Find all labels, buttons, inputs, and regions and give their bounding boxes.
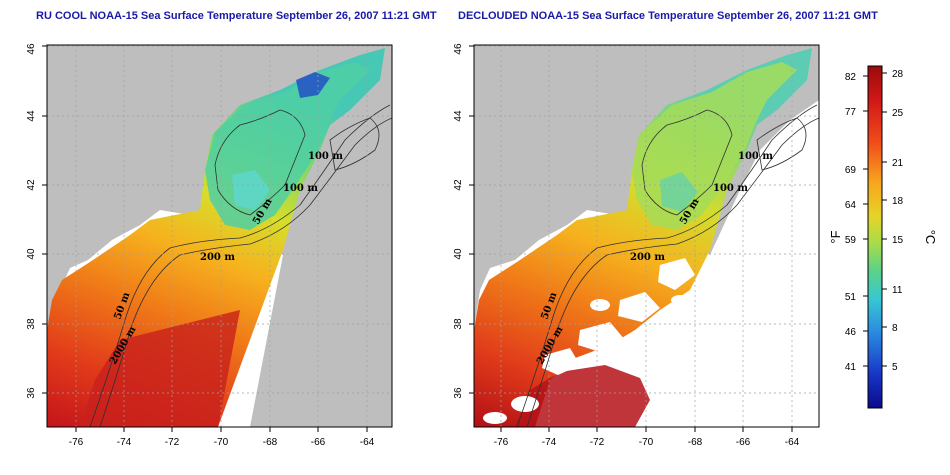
celsius-tick-label: 18 bbox=[892, 196, 904, 207]
contour-label: 100 m bbox=[713, 183, 748, 194]
x-tick-label: -64 bbox=[360, 437, 375, 448]
y-tick-label: 44 bbox=[453, 110, 464, 122]
y-tick-label: 46 bbox=[453, 43, 464, 55]
fahrenheit-tick-label: 41 bbox=[845, 362, 857, 373]
left-sst-map: 100 m 100 m 50 m 200 m 50 m 2000 m 36 38… bbox=[26, 43, 393, 448]
x-tick-label: -66 bbox=[736, 437, 751, 448]
fahrenheit-unit-label: °F bbox=[828, 230, 843, 243]
y-tick-label: 42 bbox=[26, 179, 37, 191]
contour-label: 100 m bbox=[283, 183, 318, 194]
x-tick-label: -68 bbox=[263, 437, 278, 448]
celsius-tick-label: 11 bbox=[892, 285, 903, 296]
left-map-title: RU COOL NOAA-15 Sea Surface Temperature … bbox=[36, 10, 437, 22]
colorbar-gradient bbox=[867, 65, 883, 409]
y-tick-label: 36 bbox=[453, 387, 464, 399]
right-map-title: DECLOUDED NOAA-15 Sea Surface Temperatur… bbox=[458, 10, 878, 22]
map-frame bbox=[46, 44, 393, 428]
x-tick-label: -74 bbox=[542, 437, 557, 448]
y-axis: 36 38 40 42 44 46 bbox=[453, 43, 474, 399]
celsius-unit-label: °C bbox=[923, 230, 938, 245]
x-axis: -76 -74 -72 -70 -68 -66 -64 bbox=[69, 427, 375, 448]
x-tick-label: -72 bbox=[165, 437, 180, 448]
x-tick-label: -70 bbox=[214, 437, 229, 448]
temperature-colorbar: 82 77 69 64 59 51 46 41 °F 28 25 21 18 1… bbox=[828, 65, 938, 409]
celsius-tick-label: 8 bbox=[892, 323, 898, 334]
y-tick-label: 46 bbox=[26, 43, 37, 55]
fahrenheit-tick-label: 46 bbox=[845, 327, 857, 338]
celsius-tick-label: 21 bbox=[892, 158, 904, 169]
contour-label: 100 m bbox=[308, 151, 343, 162]
x-axis: -76 -74 -72 -70 -68 -66 -64 bbox=[494, 427, 800, 448]
x-tick-label: -64 bbox=[785, 437, 800, 448]
x-tick-label: -74 bbox=[117, 437, 132, 448]
fahrenheit-tick-label: 82 bbox=[845, 72, 857, 83]
contour-label: 200 m bbox=[630, 252, 665, 263]
y-tick-label: 38 bbox=[26, 318, 37, 330]
celsius-scale: 28 25 21 18 15 11 8 5 °C bbox=[882, 69, 938, 373]
y-tick-label: 36 bbox=[26, 387, 37, 399]
fahrenheit-tick-label: 51 bbox=[845, 292, 857, 303]
contour-label: 100 m bbox=[738, 151, 773, 162]
y-tick-label: 42 bbox=[453, 179, 464, 191]
fahrenheit-tick-label: 59 bbox=[845, 235, 857, 246]
y-tick-label: 38 bbox=[453, 318, 464, 330]
contour-label: 200 m bbox=[200, 252, 235, 263]
fahrenheit-tick-label: 77 bbox=[845, 107, 857, 118]
celsius-tick-label: 15 bbox=[892, 235, 904, 246]
x-tick-label: -76 bbox=[69, 437, 84, 448]
celsius-tick-label: 25 bbox=[892, 108, 904, 119]
fahrenheit-tick-label: 69 bbox=[845, 165, 857, 176]
fahrenheit-scale: 82 77 69 64 59 51 46 41 °F bbox=[828, 72, 868, 373]
y-tick-label: 40 bbox=[26, 248, 37, 260]
right-sst-map: 100 m 100 m 50 m 200 m 50 m 2000 m 36 38… bbox=[453, 43, 820, 448]
y-tick-label: 40 bbox=[453, 248, 464, 260]
y-axis: 36 38 40 42 44 46 bbox=[26, 43, 47, 399]
x-tick-label: -76 bbox=[494, 437, 509, 448]
x-tick-label: -68 bbox=[688, 437, 703, 448]
y-tick-label: 44 bbox=[26, 110, 37, 122]
celsius-tick-label: 5 bbox=[892, 362, 898, 373]
celsius-tick-label: 28 bbox=[892, 69, 904, 80]
x-tick-label: -72 bbox=[590, 437, 605, 448]
x-tick-label: -66 bbox=[311, 437, 326, 448]
fahrenheit-tick-label: 64 bbox=[845, 200, 857, 211]
x-tick-label: -70 bbox=[639, 437, 654, 448]
